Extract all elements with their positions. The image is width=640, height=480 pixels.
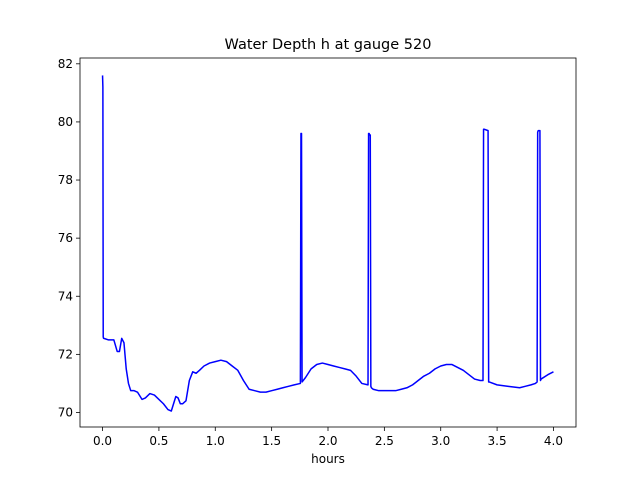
x-tick-label: 2.0 <box>318 434 337 448</box>
chart-title: Water Depth h at gauge 520 <box>225 37 432 53</box>
y-tick-label: 82 <box>58 57 73 71</box>
x-axis: 0.0 0.5 1.0 1.5 2.0 2.5 3.0 3.5 4.0 <box>93 427 563 448</box>
x-tick-label: 4.0 <box>544 434 563 448</box>
y-tick-label: 78 <box>58 173 73 187</box>
x-tick-label: 0.0 <box>93 434 112 448</box>
y-axis: 70 72 74 76 78 80 82 <box>58 57 80 419</box>
y-tick-label: 74 <box>58 289 73 303</box>
x-tick-label: 0.5 <box>149 434 168 448</box>
y-tick-label: 70 <box>58 405 73 419</box>
x-tick-label: 3.0 <box>431 434 450 448</box>
series-line <box>101 75 554 412</box>
y-tick-label: 76 <box>58 231 73 245</box>
y-tick-label: 72 <box>58 347 73 361</box>
x-axis-title: hours <box>311 452 345 466</box>
x-tick-label: 1.0 <box>206 434 225 448</box>
x-tick-label: 1.5 <box>262 434 281 448</box>
x-tick-label: 2.5 <box>375 434 394 448</box>
y-tick-label: 80 <box>58 115 73 129</box>
plot-area <box>101 75 554 412</box>
x-tick-label: 3.5 <box>488 434 507 448</box>
